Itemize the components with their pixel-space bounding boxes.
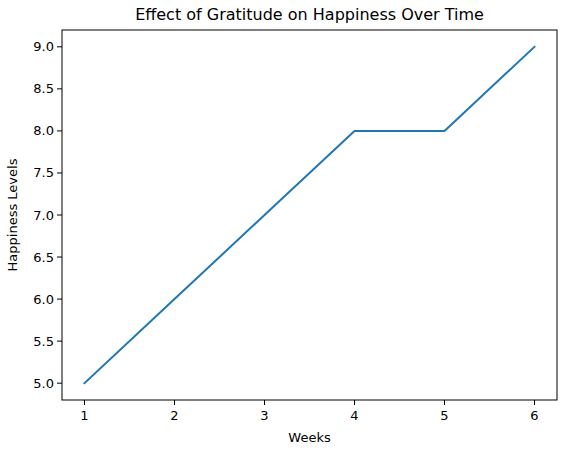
x-tick-label: 5: [440, 408, 448, 423]
y-tick-label: 8.5: [33, 81, 54, 96]
x-tick: [444, 400, 445, 405]
title: Effect of Gratitude on Happiness Over Ti…: [135, 5, 484, 24]
x-tick: [174, 400, 175, 405]
y-tick: [57, 257, 62, 258]
y-tick: [57, 299, 62, 300]
chart: 1 2 3 4 5 6 5.0 5.5 6.0 6.5 7.0 7.5 8.0 8.5 9.0 Effect …: [0, 0, 567, 455]
data-line: [85, 47, 535, 383]
y-tick: [57, 215, 62, 216]
y-tick-label: 5.0: [33, 376, 54, 391]
x-axis-label: Weeks: [288, 430, 331, 445]
y-tick-label: 6.0: [33, 292, 54, 307]
x-tick-label: 2: [170, 408, 178, 423]
x-tick: [84, 400, 85, 405]
y-tick-label: 9.0: [33, 39, 54, 54]
x-tick-label: 6: [530, 408, 538, 423]
x-tick: [534, 400, 535, 405]
y-tick-label: 5.5: [33, 334, 54, 349]
y-tick: [57, 383, 62, 384]
y-tick-label: 7.5: [33, 165, 54, 180]
x-tick-label: 3: [260, 408, 268, 423]
y-tick-label: 6.5: [33, 250, 54, 265]
plot-area: [85, 47, 535, 383]
x-tick: [264, 400, 265, 405]
y-tick: [57, 172, 62, 173]
x-tick-label: 4: [350, 408, 358, 423]
x-tick-label: 1: [80, 408, 88, 423]
x-tick: [354, 400, 355, 405]
y-axis-label: Happiness Levels: [5, 158, 20, 271]
y-tick-label: 8.0: [33, 123, 54, 138]
y-tick-label: 7.0: [33, 208, 54, 223]
y-tick: [57, 341, 62, 342]
y-tick: [57, 88, 62, 89]
plot-frame: [62, 30, 557, 400]
y-tick: [57, 46, 62, 47]
y-tick: [57, 130, 62, 131]
